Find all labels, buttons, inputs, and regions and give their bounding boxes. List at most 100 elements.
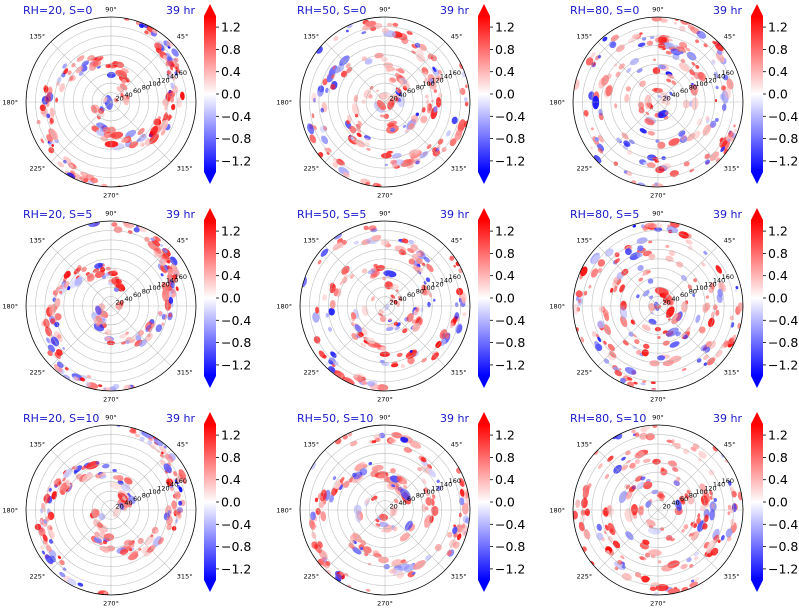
colorbar-tick-label: −0.8 xyxy=(495,539,525,554)
anomaly-blob xyxy=(103,131,113,138)
panel-title: RH=80, S=5 xyxy=(570,208,640,221)
anomaly-blob xyxy=(138,23,145,28)
polar-plot-9: 90°45°0°315°270°225°180°135°204060801001… xyxy=(549,412,798,608)
anomaly-blob xyxy=(319,125,327,133)
anomaly-blob xyxy=(648,549,662,557)
colorbar-tick-label: −0.4 xyxy=(768,517,798,532)
anomaly-blob xyxy=(685,47,691,52)
anomaly-blob xyxy=(163,463,172,473)
angle-tick-label: 135° xyxy=(304,441,320,449)
colorbar-extend-top xyxy=(751,412,763,424)
anomaly-blob xyxy=(123,539,132,546)
polar-grid xyxy=(573,425,743,595)
anomaly-blob xyxy=(642,539,650,545)
anomaly-blob xyxy=(686,489,691,495)
anomaly-blob xyxy=(680,134,688,141)
anomaly-blob xyxy=(175,512,183,520)
anomaly-blob xyxy=(119,333,127,339)
anomaly-blob xyxy=(602,36,608,42)
anomaly-blob xyxy=(654,182,659,186)
anomaly-blob xyxy=(695,39,700,44)
anomaly-blob xyxy=(629,462,636,469)
radial-tick-label: 140 xyxy=(440,73,452,81)
radial-tick-label: 60 xyxy=(680,87,688,95)
anomaly-blob xyxy=(171,75,176,81)
polar-frame xyxy=(299,424,471,596)
anomaly-blob xyxy=(649,586,657,592)
angular-grid-line xyxy=(597,509,659,571)
anomaly-blob xyxy=(407,357,415,365)
angular-grid-line xyxy=(657,449,719,511)
panel-6: 90°45°0°315°270°225°180°135°204060801001… xyxy=(547,204,799,408)
anomaly-blob xyxy=(647,278,654,284)
colorbar-tick-label: 0.8 xyxy=(495,246,515,261)
anomaly-blob xyxy=(691,83,699,93)
anomaly-blob xyxy=(720,534,725,541)
anomaly-blob xyxy=(46,113,51,119)
anomaly-blob xyxy=(613,161,619,166)
anomaly-blob xyxy=(356,127,362,133)
anomaly-blob xyxy=(671,442,677,446)
anomaly-blob xyxy=(169,256,178,266)
anomaly-blob xyxy=(715,309,720,316)
anomaly-blob xyxy=(425,492,430,497)
anomaly-blob xyxy=(333,370,345,379)
anomaly-blob xyxy=(447,531,453,538)
colorbar-tick-label: 0.8 xyxy=(768,42,788,57)
anomaly-blob xyxy=(395,289,399,293)
anomaly-blob xyxy=(634,339,640,345)
anomaly-blob xyxy=(319,489,327,502)
colorbar-tick-label: 0.0 xyxy=(768,495,788,510)
radial-tick-label: 120 xyxy=(157,280,169,288)
anomaly-blob xyxy=(682,448,690,455)
angle-tick-label: 315° xyxy=(724,368,740,376)
anomaly-blob xyxy=(603,340,607,345)
anomaly-blob xyxy=(688,532,693,537)
angular-grid-line xyxy=(384,41,446,103)
anomaly-blob xyxy=(420,457,427,463)
anomaly-blob xyxy=(642,380,647,383)
anomaly-blob xyxy=(114,98,119,103)
anomaly-blob xyxy=(128,141,139,149)
anomaly-blob xyxy=(353,240,359,245)
anomaly-blob xyxy=(402,328,408,334)
anomaly-blob xyxy=(378,309,385,314)
anomaly-blob xyxy=(610,34,619,42)
anomaly-blob xyxy=(426,144,432,149)
anomaly-blob xyxy=(395,97,399,102)
anomaly-blob xyxy=(386,22,393,27)
anomaly-blob xyxy=(668,138,680,146)
anomaly-blob xyxy=(630,319,636,325)
colorbar-tick-label: 1.2 xyxy=(768,428,788,443)
anomaly-blob xyxy=(606,550,610,554)
polar-frame xyxy=(572,424,744,596)
anomaly-blob xyxy=(321,135,329,145)
colorbar-extend-bottom xyxy=(478,580,490,592)
anomaly-blob xyxy=(371,235,381,242)
colorbar-tick-label: −1.2 xyxy=(768,357,798,372)
anomaly-blob xyxy=(709,151,720,161)
angle-tick-label: 315° xyxy=(177,368,193,376)
colorbar-extend-top xyxy=(204,208,216,220)
anomaly-blob xyxy=(453,264,456,268)
anomaly-blob xyxy=(665,244,670,248)
anomaly-blob xyxy=(47,511,55,521)
anomaly-blob xyxy=(639,32,643,35)
anomaly-field xyxy=(300,225,467,391)
polar-plot-5: 90°45°0°315°270°225°180°135°204060801001… xyxy=(276,208,525,404)
angular-grid-line xyxy=(110,305,172,367)
anomaly-blob xyxy=(634,432,640,437)
colorbar-tick-label: 1.2 xyxy=(495,428,515,443)
anomaly-blob xyxy=(366,380,375,387)
anomaly-blob xyxy=(617,559,623,565)
angle-tick-label: 225° xyxy=(30,368,46,376)
radial-tick-label: 60 xyxy=(407,495,415,503)
anomaly-blob xyxy=(405,128,409,133)
anomaly-blob xyxy=(97,524,108,533)
anomaly-blob xyxy=(607,455,614,462)
anomaly-blob xyxy=(638,277,644,282)
anomaly-blob xyxy=(714,99,718,103)
anomaly-blob xyxy=(704,159,711,165)
anomaly-blob xyxy=(137,537,144,544)
anomaly-blob xyxy=(320,107,325,113)
